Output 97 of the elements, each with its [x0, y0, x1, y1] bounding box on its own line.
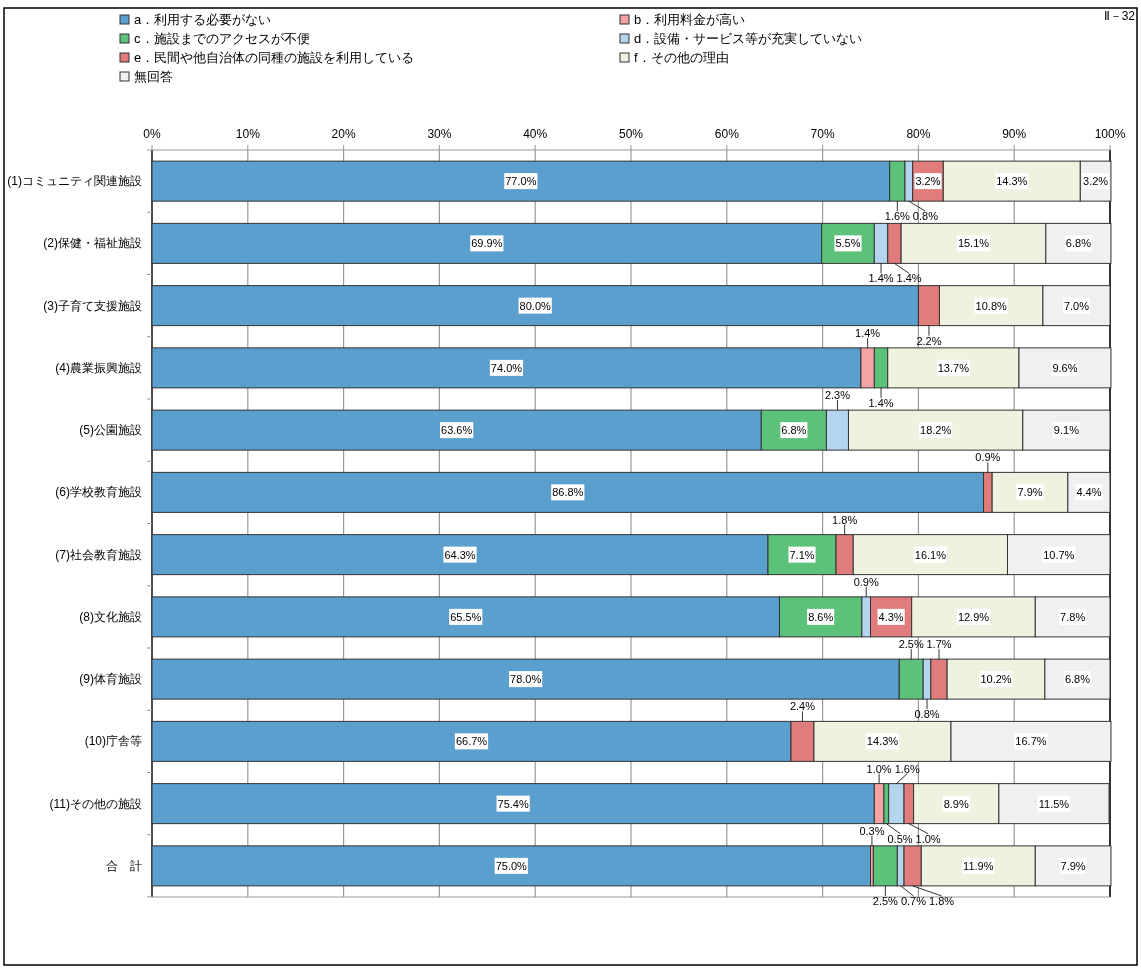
- data-label: 1.4%: [868, 396, 894, 409]
- data-label: 5.5%: [835, 237, 861, 250]
- data-label: 1.8%: [832, 513, 858, 526]
- x-tick-label: 40%: [523, 127, 548, 141]
- x-tick-label: 100%: [1094, 127, 1126, 141]
- y-tick-label: 合 計: [106, 858, 142, 873]
- x-tick-label: 30%: [427, 127, 452, 141]
- data-label: 10.7%: [1043, 548, 1075, 561]
- y-tick-label: (9)体育施設: [79, 672, 142, 687]
- data-label: 0.8%: [914, 708, 940, 721]
- data-label: 16.1%: [914, 548, 947, 561]
- data-label: 1.7%: [926, 638, 952, 651]
- data-label: 8.6%: [808, 610, 834, 623]
- data-label: 1.8%: [928, 894, 955, 907]
- data-label: 0.7%: [900, 894, 927, 907]
- data-label: 13.7%: [937, 361, 970, 374]
- data-label: 14.3%: [866, 735, 899, 748]
- data-label: 14.3%: [996, 175, 1028, 188]
- data-label: 2.3%: [824, 389, 851, 402]
- x-tick-label: 0%: [143, 127, 161, 141]
- data-label: 7.1%: [789, 548, 815, 561]
- legend-label: f．その他の理由: [634, 50, 729, 65]
- data-label: 7.0%: [1063, 299, 1090, 312]
- data-label: 1.0%: [866, 762, 892, 775]
- y-tick-label: (8)文化施設: [79, 609, 142, 624]
- data-label: 10.2%: [980, 673, 1012, 686]
- data-label: 0.9%: [853, 575, 879, 588]
- x-tick-label: 20%: [331, 127, 356, 141]
- y-tick-label: (1)コミュニティ関連施設: [7, 174, 142, 189]
- data-label: 7.8%: [1060, 610, 1086, 623]
- data-label: 75.0%: [495, 859, 528, 872]
- legend-label: b．利用料金が高い: [634, 12, 746, 27]
- data-label: 0.9%: [975, 451, 1001, 464]
- data-label: 80.0%: [519, 299, 552, 312]
- data-label: 65.5%: [450, 610, 482, 623]
- data-label: 75.4%: [497, 797, 529, 810]
- data-label: 1.4%: [896, 272, 922, 285]
- data-label: 6.8%: [1065, 237, 1092, 250]
- data-label: 2.5%: [898, 638, 924, 651]
- data-label: 3.2%: [1083, 175, 1109, 188]
- legend-label: d．設備・サービス等が充実していない: [634, 31, 863, 46]
- legend-label: 無回答: [134, 69, 173, 84]
- data-label: 1.6%: [884, 210, 911, 223]
- legend-label: a．利用する必要がない: [134, 12, 272, 27]
- data-label: 1.0%: [915, 832, 941, 845]
- data-label: 7.9%: [1017, 486, 1043, 499]
- data-label: 2.4%: [789, 700, 816, 713]
- data-label: 86.8%: [552, 486, 584, 499]
- data-label: 3.2%: [915, 175, 941, 188]
- data-label: 7.9%: [1060, 859, 1086, 872]
- bar: [151, 845, 871, 887]
- data-label: 1.4%: [868, 272, 894, 285]
- data-label: 0.5%: [887, 832, 913, 845]
- data-label: 6.8%: [781, 424, 807, 437]
- data-label: 77.0%: [505, 175, 537, 188]
- x-tick-label: 80%: [906, 127, 931, 141]
- x-tick-label: 10%: [235, 127, 261, 141]
- data-label: 18.2%: [920, 424, 952, 437]
- y-tick-label: (11)その他の施設: [49, 796, 142, 811]
- y-tick-label: (6)学校教育施設: [55, 485, 142, 500]
- data-label: 74.0%: [490, 361, 523, 374]
- data-label: 78.0%: [510, 673, 542, 686]
- data-label: 8.9%: [943, 797, 969, 810]
- y-tick-label: (4)農業振興施設: [55, 360, 142, 375]
- data-label: 63.6%: [441, 424, 473, 437]
- x-tick-label: 50%: [618, 127, 644, 141]
- data-label: 66.7%: [455, 735, 488, 748]
- y-tick-label: (7)社会教育施設: [55, 547, 142, 562]
- x-tick-label: 70%: [810, 127, 835, 141]
- y-tick-label: (5)公園施設: [79, 423, 142, 438]
- data-label: 69.9%: [471, 237, 503, 250]
- data-label: 1.4%: [855, 326, 881, 339]
- legend-label: e．民間や他自治体の同種の施設を利用している: [134, 50, 415, 65]
- data-label: 0.3%: [859, 824, 885, 837]
- data-label: 2.2%: [916, 334, 942, 347]
- data-label: 12.9%: [957, 610, 990, 623]
- data-label: 16.7%: [1015, 735, 1047, 748]
- data-label: 4.3%: [878, 610, 904, 623]
- data-label: 9.1%: [1053, 424, 1080, 437]
- y-tick-label: (10)庁舎等: [84, 734, 142, 749]
- data-label: 10.8%: [975, 299, 1008, 312]
- data-label: 6.8%: [1064, 673, 1091, 686]
- data-label: 1.6%: [894, 762, 920, 775]
- legend-label: c．施設までのアクセスが不便: [134, 31, 310, 46]
- data-label: 11.5%: [1038, 797, 1070, 810]
- x-tick-label: 90%: [1002, 127, 1027, 141]
- data-label: 4.4%: [1076, 486, 1102, 499]
- data-label: 64.3%: [444, 548, 476, 561]
- data-label: 2.5%: [872, 894, 899, 907]
- x-tick-label: 60%: [714, 127, 740, 141]
- data-label: 11.9%: [963, 859, 994, 872]
- text: Ⅱ－32: [1103, 9, 1136, 23]
- data-label: 0.8%: [912, 210, 939, 223]
- data-label: 9.6%: [1052, 361, 1078, 374]
- y-tick-label: (2)保健・福祉施設: [43, 236, 142, 251]
- data-label: 15.1%: [957, 237, 990, 250]
- y-tick-label: (3)子育て支援施設: [43, 298, 142, 313]
